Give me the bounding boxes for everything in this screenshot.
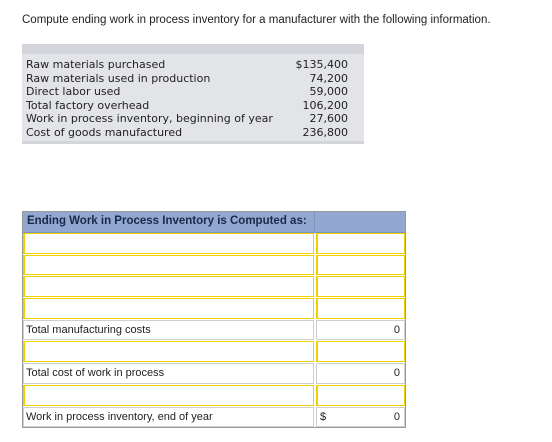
- question-text: Compute ending work in process inventory…: [22, 14, 491, 26]
- given-label: Total factory overhead: [26, 98, 150, 112]
- table-row: Total manufacturing costs 0: [23, 319, 405, 342]
- header-divider: [314, 212, 315, 232]
- given-value: 27,600: [309, 112, 349, 125]
- ending-wip-value: 0: [393, 410, 400, 423]
- work-table-title: Ending Work in Process Inventory is Comp…: [27, 215, 307, 227]
- label-input[interactable]: [23, 341, 314, 363]
- ending-wip-label: Work in process inventory, end of year: [23, 406, 314, 428]
- given-label: Work in process inventory, beginning of …: [26, 112, 273, 125]
- given-value: 59,000: [309, 85, 349, 98]
- total-manufacturing-costs-value: 0: [316, 319, 405, 341]
- amount-input[interactable]: [316, 341, 405, 363]
- given-label: Direct labor used: [26, 85, 121, 98]
- amount-input[interactable]: [316, 254, 405, 276]
- amount-input[interactable]: [316, 276, 405, 298]
- given-value: 236,800: [302, 125, 349, 139]
- dollar-sign: $: [320, 410, 327, 423]
- total-cost-wip-value: 0: [316, 363, 405, 384]
- given-row: Raw materials used in production 74,200: [22, 72, 364, 86]
- table-row: [23, 254, 405, 277]
- label-input[interactable]: [23, 298, 314, 319]
- total-manufacturing-costs-label: Total manufacturing costs: [23, 319, 314, 341]
- table-row: [23, 341, 405, 364]
- amount-input[interactable]: [316, 298, 405, 319]
- table-row: [23, 276, 405, 299]
- amount-input[interactable]: [316, 233, 405, 254]
- ending-wip-value-cell: $ 0: [316, 406, 405, 428]
- given-info-table: Raw materials purchased $135,400 Raw mat…: [22, 44, 364, 144]
- given-row: Work in process inventory, beginning of …: [22, 112, 364, 126]
- given-label: Raw materials used in production: [26, 71, 211, 85]
- given-value: $135,400: [295, 58, 349, 71]
- label-input[interactable]: [23, 254, 314, 276]
- given-label: Raw materials purchased: [26, 58, 166, 71]
- given-label: Cost of goods manufactured: [26, 125, 183, 139]
- given-row: Cost of goods manufactured 236,800: [22, 126, 364, 140]
- work-table: Ending Work in Process Inventory is Comp…: [22, 211, 406, 429]
- given-row: Direct labor used 59,000: [22, 85, 364, 99]
- given-value: 74,200: [309, 71, 349, 85]
- work-table-header: Ending Work in Process Inventory is Comp…: [23, 212, 405, 233]
- table-row: [23, 298, 405, 320]
- label-input[interactable]: [23, 233, 314, 254]
- table-row: [23, 233, 405, 255]
- label-input[interactable]: [23, 276, 314, 298]
- given-value: 106,200: [302, 98, 349, 112]
- amount-input[interactable]: [316, 384, 405, 406]
- table-row: Work in process inventory, end of year $…: [23, 406, 405, 428]
- table-row: Total cost of work in process 0: [23, 363, 405, 385]
- label-input[interactable]: [23, 384, 314, 406]
- table-row: [23, 384, 405, 407]
- given-row: Total factory overhead 106,200: [22, 99, 364, 113]
- total-cost-wip-label: Total cost of work in process: [23, 363, 314, 384]
- given-row: Raw materials purchased $135,400: [22, 58, 364, 72]
